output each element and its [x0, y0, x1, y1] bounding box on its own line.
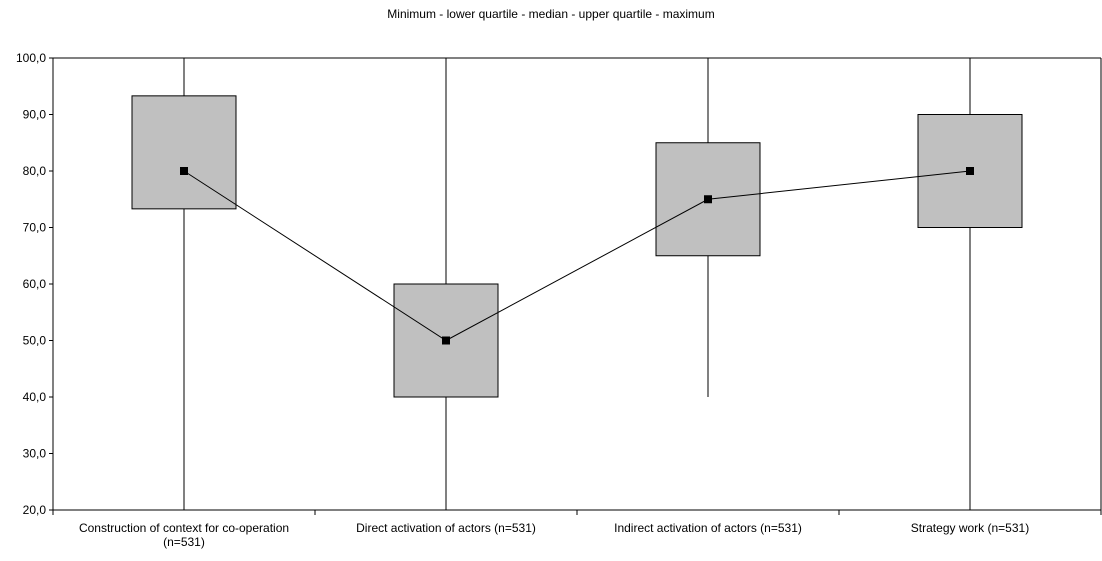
- chart-title: Minimum - lower quartile - median - uppe…: [387, 7, 714, 21]
- y-tick-label: 90,0: [23, 108, 47, 122]
- y-tick-label: 30,0: [23, 447, 47, 461]
- median-marker: [704, 195, 712, 204]
- median-marker: [442, 336, 450, 345]
- x-category-label: (n=531): [163, 535, 205, 549]
- y-tick-label: 60,0: [23, 277, 47, 291]
- y-tick-label: 40,0: [23, 390, 47, 404]
- median-marker: [180, 167, 188, 175]
- y-tick-label: 100,0: [16, 51, 46, 65]
- y-tick-label: 20,0: [23, 503, 47, 517]
- box-iqr: [655, 142, 761, 257]
- x-category-label: Strategy work (n=531): [911, 521, 1029, 535]
- x-category-label: Indirect activation of actors (n=531): [614, 521, 802, 535]
- y-tick-label: 80,0: [23, 164, 47, 178]
- box-iqr: [131, 95, 237, 210]
- median-line: [183, 170, 971, 342]
- median-marker: [966, 167, 974, 175]
- y-tick-label: 50,0: [23, 334, 47, 348]
- x-category-label: Direct activation of actors (n=531): [356, 521, 536, 535]
- y-tick-label: 70,0: [23, 221, 47, 235]
- x-category-label: Construction of context for co-operation: [79, 521, 289, 535]
